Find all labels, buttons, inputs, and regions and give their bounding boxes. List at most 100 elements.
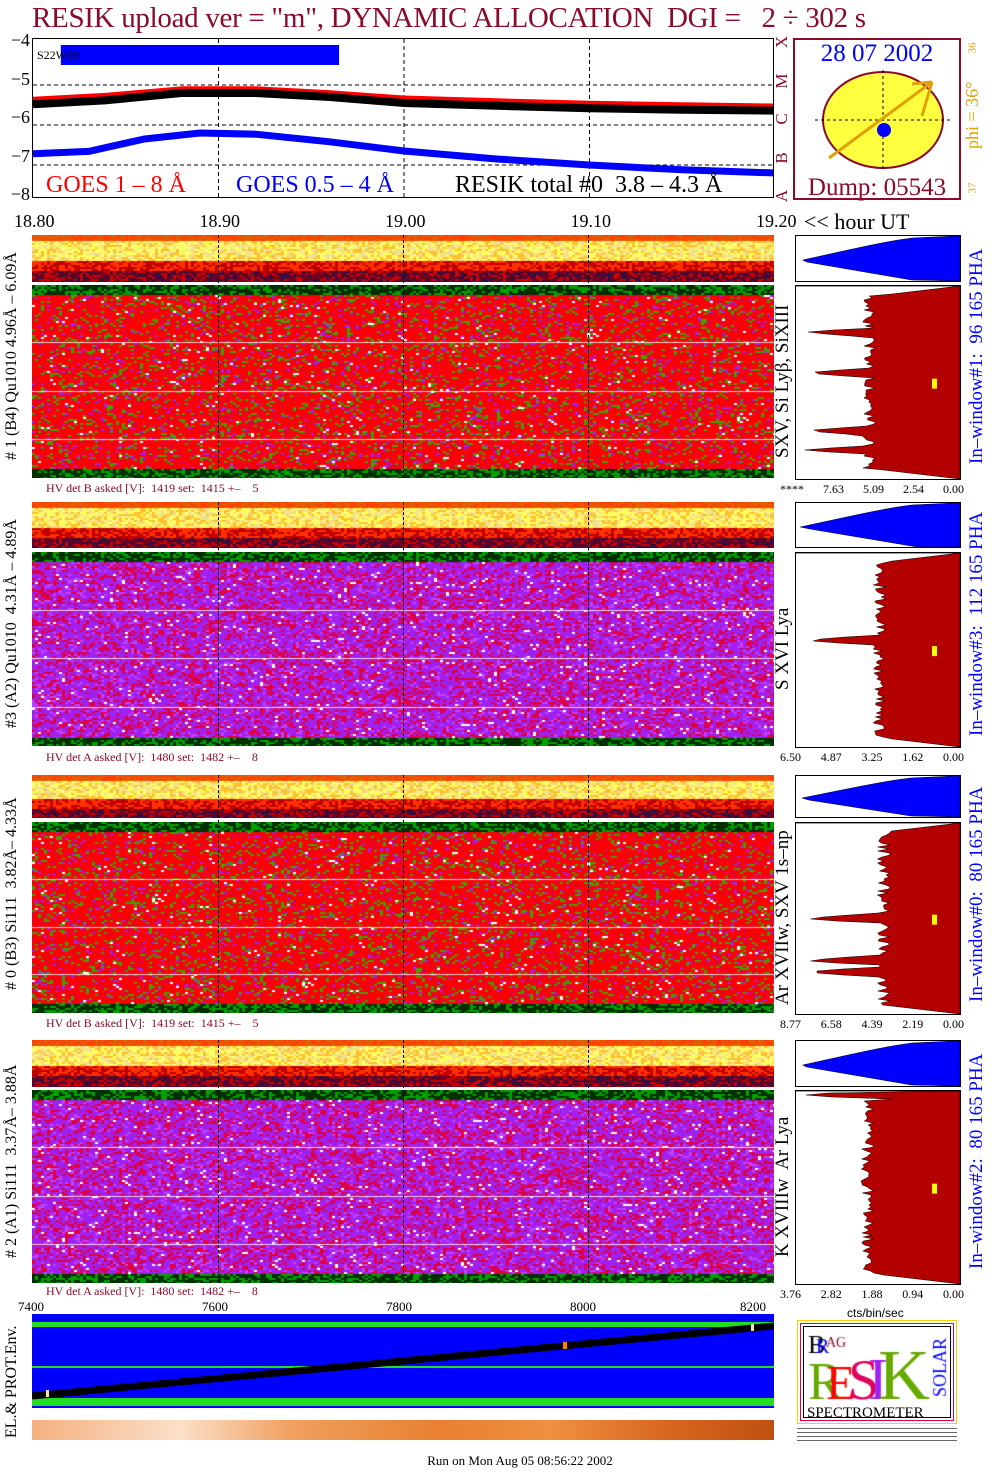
histogram-tick-label: 4.39 <box>861 1017 883 1031</box>
phi-angle: phi = 36° <box>962 81 982 149</box>
observation-date: 28 07 2002 <box>820 40 934 67</box>
y-tick-label: −4 <box>10 30 30 50</box>
grid-line-v <box>588 1040 589 1283</box>
spectral-lines-label: K XVIIIw Ar Lya <box>772 1116 793 1257</box>
hv-status: HV det B asked [V]: 1419 set: 1415 +– 5 <box>46 1016 259 1030</box>
histogram-profile <box>796 552 961 748</box>
bottom-tick-label: 8000 <box>570 1299 596 1314</box>
bottom-tick-label: 7600 <box>202 1299 228 1314</box>
spectral-lines-label: Ar XVIIw, SXV 1s–np <box>772 830 793 1005</box>
histogram-tick-label: 2.82 <box>820 1287 842 1301</box>
series-resik-total <box>33 89 773 115</box>
spectrum-histogram <box>795 822 961 1015</box>
histogram-tick-label: 3.25 <box>861 750 883 764</box>
histogram-tick-label: 6.58 <box>820 1017 842 1031</box>
hv-status: HV det A asked [V]: 1480 set: 1482 +– 8 <box>46 1284 258 1298</box>
pha-profile <box>801 775 961 818</box>
pha-profile <box>800 502 961 548</box>
resik-logo: SPECTROMETER <box>797 1320 957 1424</box>
grid-line-v <box>403 1040 404 1283</box>
goes-class-C: C <box>772 113 791 125</box>
hv-status: HV det B asked [V]: 1419 set: 1415 +– 5 <box>46 481 259 495</box>
histogram-tick-label: 1.88 <box>861 1287 883 1301</box>
goes-class-B: B <box>772 151 791 164</box>
histogram-tick-label: 0.00 <box>943 482 964 496</box>
pha-histogram <box>795 235 961 282</box>
histogram-axis-labels: 8.77 6.58 4.39 2.19 0.00 <box>780 1017 964 1032</box>
goes-class-X: X <box>772 35 791 49</box>
histogram-profile <box>796 1090 961 1285</box>
x-tick-label: 18.90 <box>199 211 241 231</box>
active-region-bar <box>60 45 340 65</box>
grid-line-v <box>588 502 589 746</box>
histogram-tick-label: 0.00 <box>943 750 964 764</box>
active-region-label: S22W09 <box>37 48 79 62</box>
histogram-tick-label: 6.50 <box>780 750 801 764</box>
x-axis-unit: << hour UT <box>804 209 910 234</box>
legend-goes-long: GOES 1 – 8 Å <box>46 172 187 198</box>
run-footer: Run on Mon Aug 05 08:56:22 2002 <box>427 1453 613 1468</box>
grid-line-v <box>588 775 589 1013</box>
logo-fineprint <box>797 1428 957 1442</box>
histogram-tick-label: 8.77 <box>780 1017 801 1031</box>
pha-histogram <box>795 1040 961 1087</box>
goes-class-A: A <box>772 189 791 203</box>
histogram-tick-label: 0.00 <box>943 1287 964 1301</box>
phi-top: 36 <box>966 42 979 54</box>
histogram-profile <box>796 285 961 480</box>
light-curve-plot: S22W09 <box>32 38 774 198</box>
y-tick-label: −6 <box>10 107 30 127</box>
bottom-tick-label: 7800 <box>386 1299 412 1314</box>
grid-line-v <box>218 502 219 746</box>
pha-histogram <box>795 775 961 818</box>
bottom-tick-label: 7400 <box>18 1299 44 1314</box>
in-window-counts: In–window#2: 80 165 PHA <box>966 1053 987 1270</box>
spectral-lines-label: S XVI Lya <box>772 607 793 691</box>
histogram-axis-labels: **** 7.63 5.09 2.54 0.00 <box>780 482 964 497</box>
grid-line-v <box>588 235 589 478</box>
window-marker <box>932 646 937 657</box>
pha-profile <box>801 1040 961 1087</box>
window-marker <box>932 1183 937 1194</box>
detector-label: # 0 (B3) Si111 3.82Å– 4.33Å <box>3 797 20 991</box>
y-tick-label: −7 <box>10 145 30 166</box>
pha-histogram <box>795 502 961 548</box>
hv-status: HV det A asked [V]: 1480 set: 1482 +– 8 <box>46 750 258 764</box>
detector-label: #3 (A2) Qu1010 4.31Å – 4.89Å <box>3 519 20 729</box>
phi-bottom: 37 <box>966 182 979 194</box>
histogram-tick-label: 4.87 <box>820 750 842 764</box>
environment-plot <box>32 1314 774 1408</box>
window-marker <box>932 378 937 389</box>
histogram-tick-label: 5.09 <box>863 482 884 496</box>
pha-profile <box>801 235 961 282</box>
y-tick-label: −8 <box>10 184 30 204</box>
legend-resik: RESIK total #0 3.8 – 4.3 Å <box>455 172 723 198</box>
y-tick-label: −5 <box>10 68 30 89</box>
in-window-counts: In–window#3: 112 165 PHA <box>966 511 987 737</box>
series-goes-short <box>33 129 773 177</box>
grid-line-v <box>218 775 219 1013</box>
grid-line-v <box>218 235 219 478</box>
histogram-tick-label: 0.94 <box>902 1287 924 1301</box>
histogram-tick-label: 0.00 <box>943 1017 964 1031</box>
spectrum-histogram <box>795 1090 961 1285</box>
histogram-tick-label: **** <box>780 482 804 496</box>
x-tick-label: 18.80 <box>14 211 55 231</box>
dump-number: Dump: 05543 <box>807 174 947 201</box>
bottom-tick-label: 8200 <box>740 1299 766 1314</box>
detector-label: # 1 (B4) Qu1010 4.96Å – 6.09Å <box>3 252 20 461</box>
x-tick-label: 19.00 <box>385 211 426 231</box>
histogram-tick-label: 1.62 <box>902 750 924 764</box>
logo-caption: SPECTROMETER <box>807 1405 924 1418</box>
spectrum-histogram <box>795 285 961 480</box>
grid-line-v <box>403 235 404 478</box>
spectrum-histogram <box>795 552 961 748</box>
legend-goes-short: GOES 0.5 – 4 Å <box>236 172 395 198</box>
x-tick-label: 19.20 <box>756 211 797 231</box>
spectral-lines-label: SXV, Si Lyβ, SiXIII <box>772 304 793 459</box>
grid-line-v <box>403 775 404 1013</box>
histogram-tick-label: 2.19 <box>902 1017 924 1031</box>
environment-gradient-bar <box>32 1420 774 1440</box>
environment-label: EL.& PROT.Env. <box>3 1325 20 1438</box>
histogram-profile <box>796 822 961 1015</box>
